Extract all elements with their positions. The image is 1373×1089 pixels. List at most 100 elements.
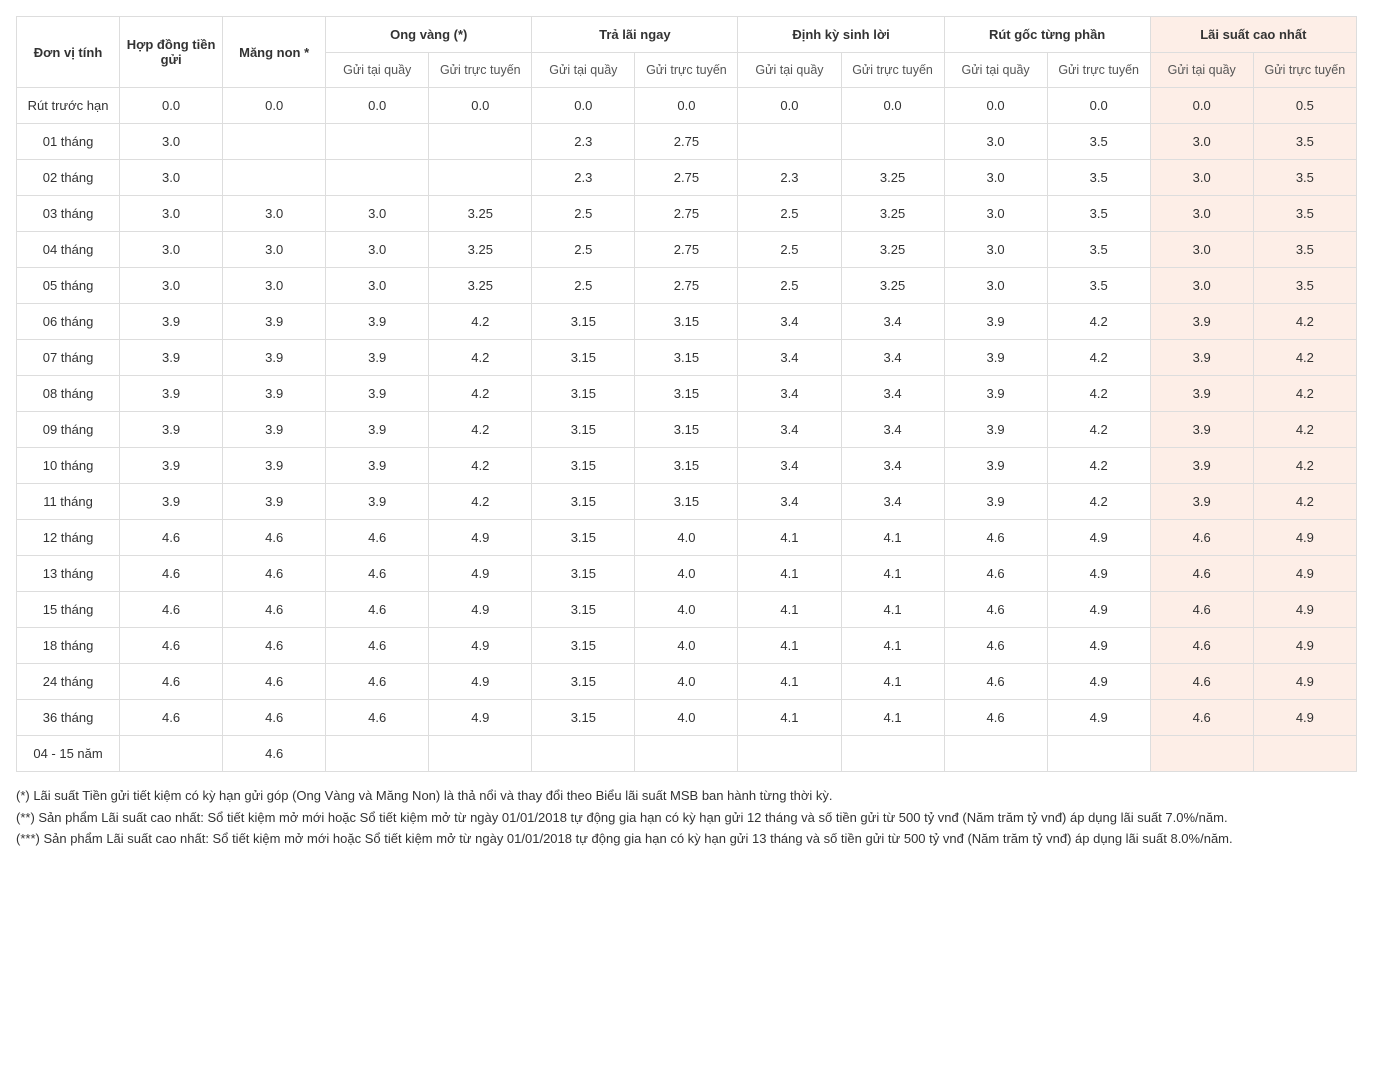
rate-cell: 3.5 bbox=[1047, 160, 1150, 196]
table-body: Rút trước hạn0.00.00.00.00.00.00.00.00.0… bbox=[17, 88, 1357, 772]
rate-cell: 0.0 bbox=[635, 88, 738, 124]
rate-cell: 3.0 bbox=[120, 124, 223, 160]
rate-cell: 4.6 bbox=[1150, 520, 1253, 556]
rate-cell: 4.6 bbox=[326, 664, 429, 700]
rate-cell: 4.1 bbox=[841, 700, 944, 736]
rate-cell: 4.6 bbox=[944, 700, 1047, 736]
rate-cell: 3.15 bbox=[532, 376, 635, 412]
table-row: 08 tháng3.93.93.94.23.153.153.43.43.94.2… bbox=[17, 376, 1357, 412]
rate-cell: 4.9 bbox=[1047, 700, 1150, 736]
sub-rg-quay: Gửi tại quầy bbox=[944, 53, 1047, 88]
rate-cell: 3.9 bbox=[223, 448, 326, 484]
sub-dk-tuyen: Gửi trực tuyến bbox=[841, 53, 944, 88]
row-label: 24 tháng bbox=[17, 664, 120, 700]
row-label: 06 tháng bbox=[17, 304, 120, 340]
rate-cell: 3.15 bbox=[532, 592, 635, 628]
rate-cell: 4.1 bbox=[738, 592, 841, 628]
rate-cell: 3.15 bbox=[635, 304, 738, 340]
rate-cell: 4.0 bbox=[635, 556, 738, 592]
rate-cell: 3.9 bbox=[223, 376, 326, 412]
row-label: 15 tháng bbox=[17, 592, 120, 628]
rate-cell bbox=[429, 736, 532, 772]
rate-cell: 4.2 bbox=[1253, 340, 1356, 376]
rate-cell bbox=[841, 124, 944, 160]
sub-tl-quay: Gửi tại quầy bbox=[532, 53, 635, 88]
rate-cell: 3.15 bbox=[532, 412, 635, 448]
rate-cell: 4.9 bbox=[1253, 700, 1356, 736]
rate-cell: 3.5 bbox=[1047, 124, 1150, 160]
row-label: 10 tháng bbox=[17, 448, 120, 484]
sub-tl-tuyen: Gửi trực tuyến bbox=[635, 53, 738, 88]
rate-cell: 3.5 bbox=[1253, 232, 1356, 268]
rate-cell: 4.6 bbox=[1150, 592, 1253, 628]
rate-cell: 3.4 bbox=[738, 448, 841, 484]
rate-cell: 2.75 bbox=[635, 196, 738, 232]
table-row: 02 tháng3.02.32.752.33.253.03.53.03.5 bbox=[17, 160, 1357, 196]
footnote-1: (*) Lãi suất Tiền gửi tiết kiệm có kỳ hạ… bbox=[16, 786, 1357, 806]
rate-cell: 4.6 bbox=[120, 700, 223, 736]
rate-cell: 2.5 bbox=[738, 232, 841, 268]
rate-cell: 3.25 bbox=[429, 268, 532, 304]
rate-cell: 3.9 bbox=[120, 484, 223, 520]
table-row: 13 tháng4.64.64.64.93.154.04.14.14.64.94… bbox=[17, 556, 1357, 592]
rate-cell: 3.9 bbox=[944, 304, 1047, 340]
rate-cell: 3.0 bbox=[944, 232, 1047, 268]
rate-cell: 4.9 bbox=[429, 592, 532, 628]
col-rutgoc: Rút gốc từng phần bbox=[944, 17, 1150, 53]
row-label: 12 tháng bbox=[17, 520, 120, 556]
rate-cell: 3.9 bbox=[1150, 340, 1253, 376]
rate-cell: 3.5 bbox=[1253, 160, 1356, 196]
row-label: 02 tháng bbox=[17, 160, 120, 196]
rate-cell: 3.9 bbox=[944, 412, 1047, 448]
rate-cell: 3.9 bbox=[944, 340, 1047, 376]
rate-cell: 3.0 bbox=[223, 232, 326, 268]
rate-cell: 4.6 bbox=[326, 556, 429, 592]
footnotes: (*) Lãi suất Tiền gửi tiết kiệm có kỳ hạ… bbox=[16, 786, 1357, 849]
rate-cell: 4.6 bbox=[944, 556, 1047, 592]
rate-cell: 3.4 bbox=[841, 340, 944, 376]
rate-cell: 3.15 bbox=[532, 700, 635, 736]
rate-cell: 3.0 bbox=[326, 232, 429, 268]
rate-cell: 3.4 bbox=[738, 376, 841, 412]
rate-cell: 3.15 bbox=[532, 340, 635, 376]
row-label: 04 - 15 năm bbox=[17, 736, 120, 772]
rate-cell: 3.5 bbox=[1047, 196, 1150, 232]
rate-cell: 3.5 bbox=[1047, 232, 1150, 268]
rate-cell: 4.2 bbox=[1253, 412, 1356, 448]
row-label: 04 tháng bbox=[17, 232, 120, 268]
rate-cell: 3.5 bbox=[1253, 124, 1356, 160]
rate-cell: 0.0 bbox=[841, 88, 944, 124]
rate-cell: 4.1 bbox=[738, 700, 841, 736]
rate-cell: 3.4 bbox=[738, 304, 841, 340]
rate-cell: 3.9 bbox=[1150, 412, 1253, 448]
rate-cell: 4.9 bbox=[1253, 592, 1356, 628]
rate-cell bbox=[738, 736, 841, 772]
rate-cell: 3.4 bbox=[738, 412, 841, 448]
rate-cell: 4.6 bbox=[120, 556, 223, 592]
rate-cell: 4.1 bbox=[738, 664, 841, 700]
rate-cell: 2.75 bbox=[635, 160, 738, 196]
rate-cell: 4.6 bbox=[223, 592, 326, 628]
rate-cell: 4.2 bbox=[1047, 484, 1150, 520]
row-label: 09 tháng bbox=[17, 412, 120, 448]
rate-cell: 3.15 bbox=[532, 520, 635, 556]
row-label: 07 tháng bbox=[17, 340, 120, 376]
rate-cell: 2.75 bbox=[635, 124, 738, 160]
rate-cell: 2.3 bbox=[532, 160, 635, 196]
sub-rg-tuyen: Gửi trực tuyến bbox=[1047, 53, 1150, 88]
sub-ls-tuyen: Gửi trực tuyến bbox=[1253, 53, 1356, 88]
footnote-2: (**) Sản phẩm Lãi suất cao nhất: Sổ tiết… bbox=[16, 808, 1357, 828]
rate-cell: 4.0 bbox=[635, 700, 738, 736]
rate-cell: 4.9 bbox=[1253, 520, 1356, 556]
rate-cell bbox=[532, 736, 635, 772]
table-row: 10 tháng3.93.93.94.23.153.153.43.43.94.2… bbox=[17, 448, 1357, 484]
table-row: 11 tháng3.93.93.94.23.153.153.43.43.94.2… bbox=[17, 484, 1357, 520]
rate-cell: 3.0 bbox=[1150, 160, 1253, 196]
rate-cell: 4.9 bbox=[1047, 556, 1150, 592]
rate-cell: 2.5 bbox=[532, 268, 635, 304]
rate-cell: 3.25 bbox=[841, 268, 944, 304]
rate-cell: 3.0 bbox=[1150, 268, 1253, 304]
rate-cell: 3.15 bbox=[532, 628, 635, 664]
rate-cell: 3.4 bbox=[841, 376, 944, 412]
rate-cell: 3.0 bbox=[1150, 232, 1253, 268]
